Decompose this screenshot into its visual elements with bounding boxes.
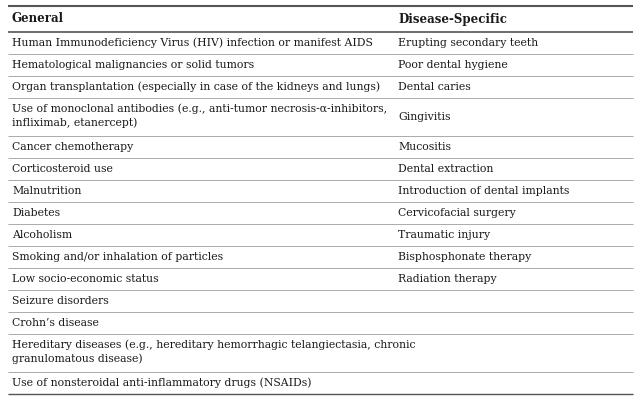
Text: Introduction of dental implants: Introduction of dental implants <box>398 186 569 196</box>
Text: Crohn’s disease: Crohn’s disease <box>12 318 99 328</box>
Text: Alcoholism: Alcoholism <box>12 230 72 240</box>
Text: Use of nonsteroidal anti-inflammatory drugs (NSAIDs): Use of nonsteroidal anti-inflammatory dr… <box>12 378 312 388</box>
Text: Low socio-economic status: Low socio-economic status <box>12 274 158 284</box>
Text: Smoking and/or inhalation of particles: Smoking and/or inhalation of particles <box>12 252 223 262</box>
Text: Traumatic injury: Traumatic injury <box>398 230 490 240</box>
Text: Hematological malignancies or solid tumors: Hematological malignancies or solid tumo… <box>12 60 254 70</box>
Text: Radiation therapy: Radiation therapy <box>398 274 497 284</box>
Text: Bisphosphonate therapy: Bisphosphonate therapy <box>398 252 531 262</box>
Text: granulomatous disease): granulomatous disease) <box>12 353 143 364</box>
Text: Corticosteroid use: Corticosteroid use <box>12 164 113 174</box>
Text: Cervicofacial surgery: Cervicofacial surgery <box>398 208 516 218</box>
Text: Organ transplantation (especially in case of the kidneys and lungs): Organ transplantation (especially in cas… <box>12 82 380 92</box>
Text: Dental extraction: Dental extraction <box>398 164 494 174</box>
Text: Gingivitis: Gingivitis <box>398 112 451 122</box>
Text: Seizure disorders: Seizure disorders <box>12 296 109 306</box>
Text: Mucositis: Mucositis <box>398 142 451 152</box>
Text: Erupting secondary teeth: Erupting secondary teeth <box>398 38 538 48</box>
Text: Malnutrition: Malnutrition <box>12 186 81 196</box>
Text: Human Immunodeficiency Virus (HIV) infection or manifest AIDS: Human Immunodeficiency Virus (HIV) infec… <box>12 38 373 48</box>
Text: Diabetes: Diabetes <box>12 208 60 218</box>
Text: Disease-Specific: Disease-Specific <box>398 13 507 26</box>
Text: General: General <box>12 13 64 26</box>
Text: infliximab, etanercept): infliximab, etanercept) <box>12 117 137 128</box>
Text: Cancer chemotherapy: Cancer chemotherapy <box>12 142 133 152</box>
Text: Dental caries: Dental caries <box>398 82 470 92</box>
Text: Poor dental hygiene: Poor dental hygiene <box>398 60 508 70</box>
Text: Use of monoclonal antibodies (e.g., anti-tumor necrosis-α-inhibitors,: Use of monoclonal antibodies (e.g., anti… <box>12 103 387 114</box>
Text: Hereditary diseases (e.g., hereditary hemorrhagic telangiectasia, chronic: Hereditary diseases (e.g., hereditary he… <box>12 339 415 350</box>
